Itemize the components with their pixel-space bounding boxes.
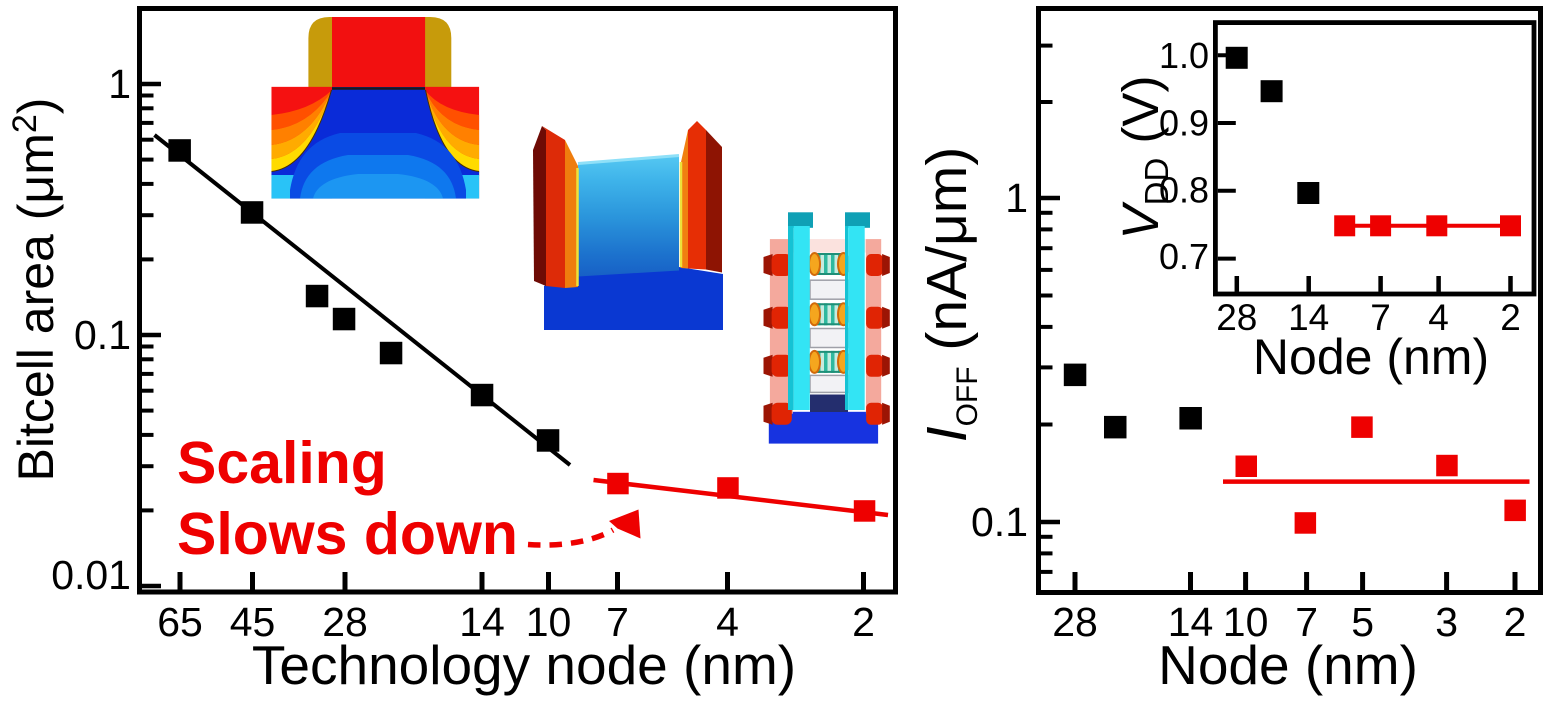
svg-text:28: 28 — [322, 599, 368, 645]
svg-text:5: 5 — [1351, 599, 1374, 645]
svg-text:0.01: 0.01 — [51, 552, 131, 598]
svg-text:45: 45 — [230, 599, 276, 645]
svg-text:14: 14 — [1288, 297, 1329, 338]
svg-text:2: 2 — [1504, 599, 1527, 645]
svg-text:Technology node (nm): Technology node (nm) — [252, 634, 796, 696]
svg-text:1: 1 — [1005, 175, 1028, 221]
svg-text:28: 28 — [1052, 599, 1098, 645]
svg-text:10: 10 — [526, 599, 572, 645]
svg-text:0.7: 0.7 — [1159, 236, 1209, 277]
svg-text:65: 65 — [157, 599, 203, 645]
svg-text:1: 1 — [108, 61, 131, 107]
svg-text:Slows down: Slows down — [177, 501, 518, 567]
svg-text:Node (nm): Node (nm) — [1253, 329, 1489, 385]
svg-text:Scaling: Scaling — [177, 430, 387, 496]
svg-text:28: 28 — [1216, 297, 1257, 338]
svg-text:14: 14 — [459, 599, 505, 645]
svg-text:0.1: 0.1 — [971, 499, 1028, 545]
svg-text:4: 4 — [1428, 297, 1449, 338]
svg-text:Node (nm): Node (nm) — [1158, 634, 1418, 696]
svg-text:VDD (V): VDD (V) — [1112, 76, 1175, 240]
svg-text:7: 7 — [606, 599, 629, 645]
svg-text:7: 7 — [1370, 297, 1391, 338]
svg-text:0.8: 0.8 — [1159, 169, 1209, 210]
svg-text:3: 3 — [1435, 599, 1458, 645]
svg-text:0.9: 0.9 — [1159, 102, 1209, 143]
svg-text:2: 2 — [1500, 297, 1521, 338]
svg-text:IOFF (nA/μm): IOFF (nA/μm) — [915, 147, 984, 443]
svg-text:2: 2 — [852, 599, 875, 645]
svg-text:10: 10 — [1223, 599, 1269, 645]
svg-text:Bitcell area (μm2): Bitcell area (μm2) — [6, 98, 64, 482]
svg-text:14: 14 — [1168, 599, 1214, 645]
svg-text:4: 4 — [716, 599, 739, 645]
svg-text:0.1: 0.1 — [74, 312, 131, 358]
svg-text:1.0: 1.0 — [1159, 35, 1209, 76]
svg-text:7: 7 — [1295, 599, 1318, 645]
